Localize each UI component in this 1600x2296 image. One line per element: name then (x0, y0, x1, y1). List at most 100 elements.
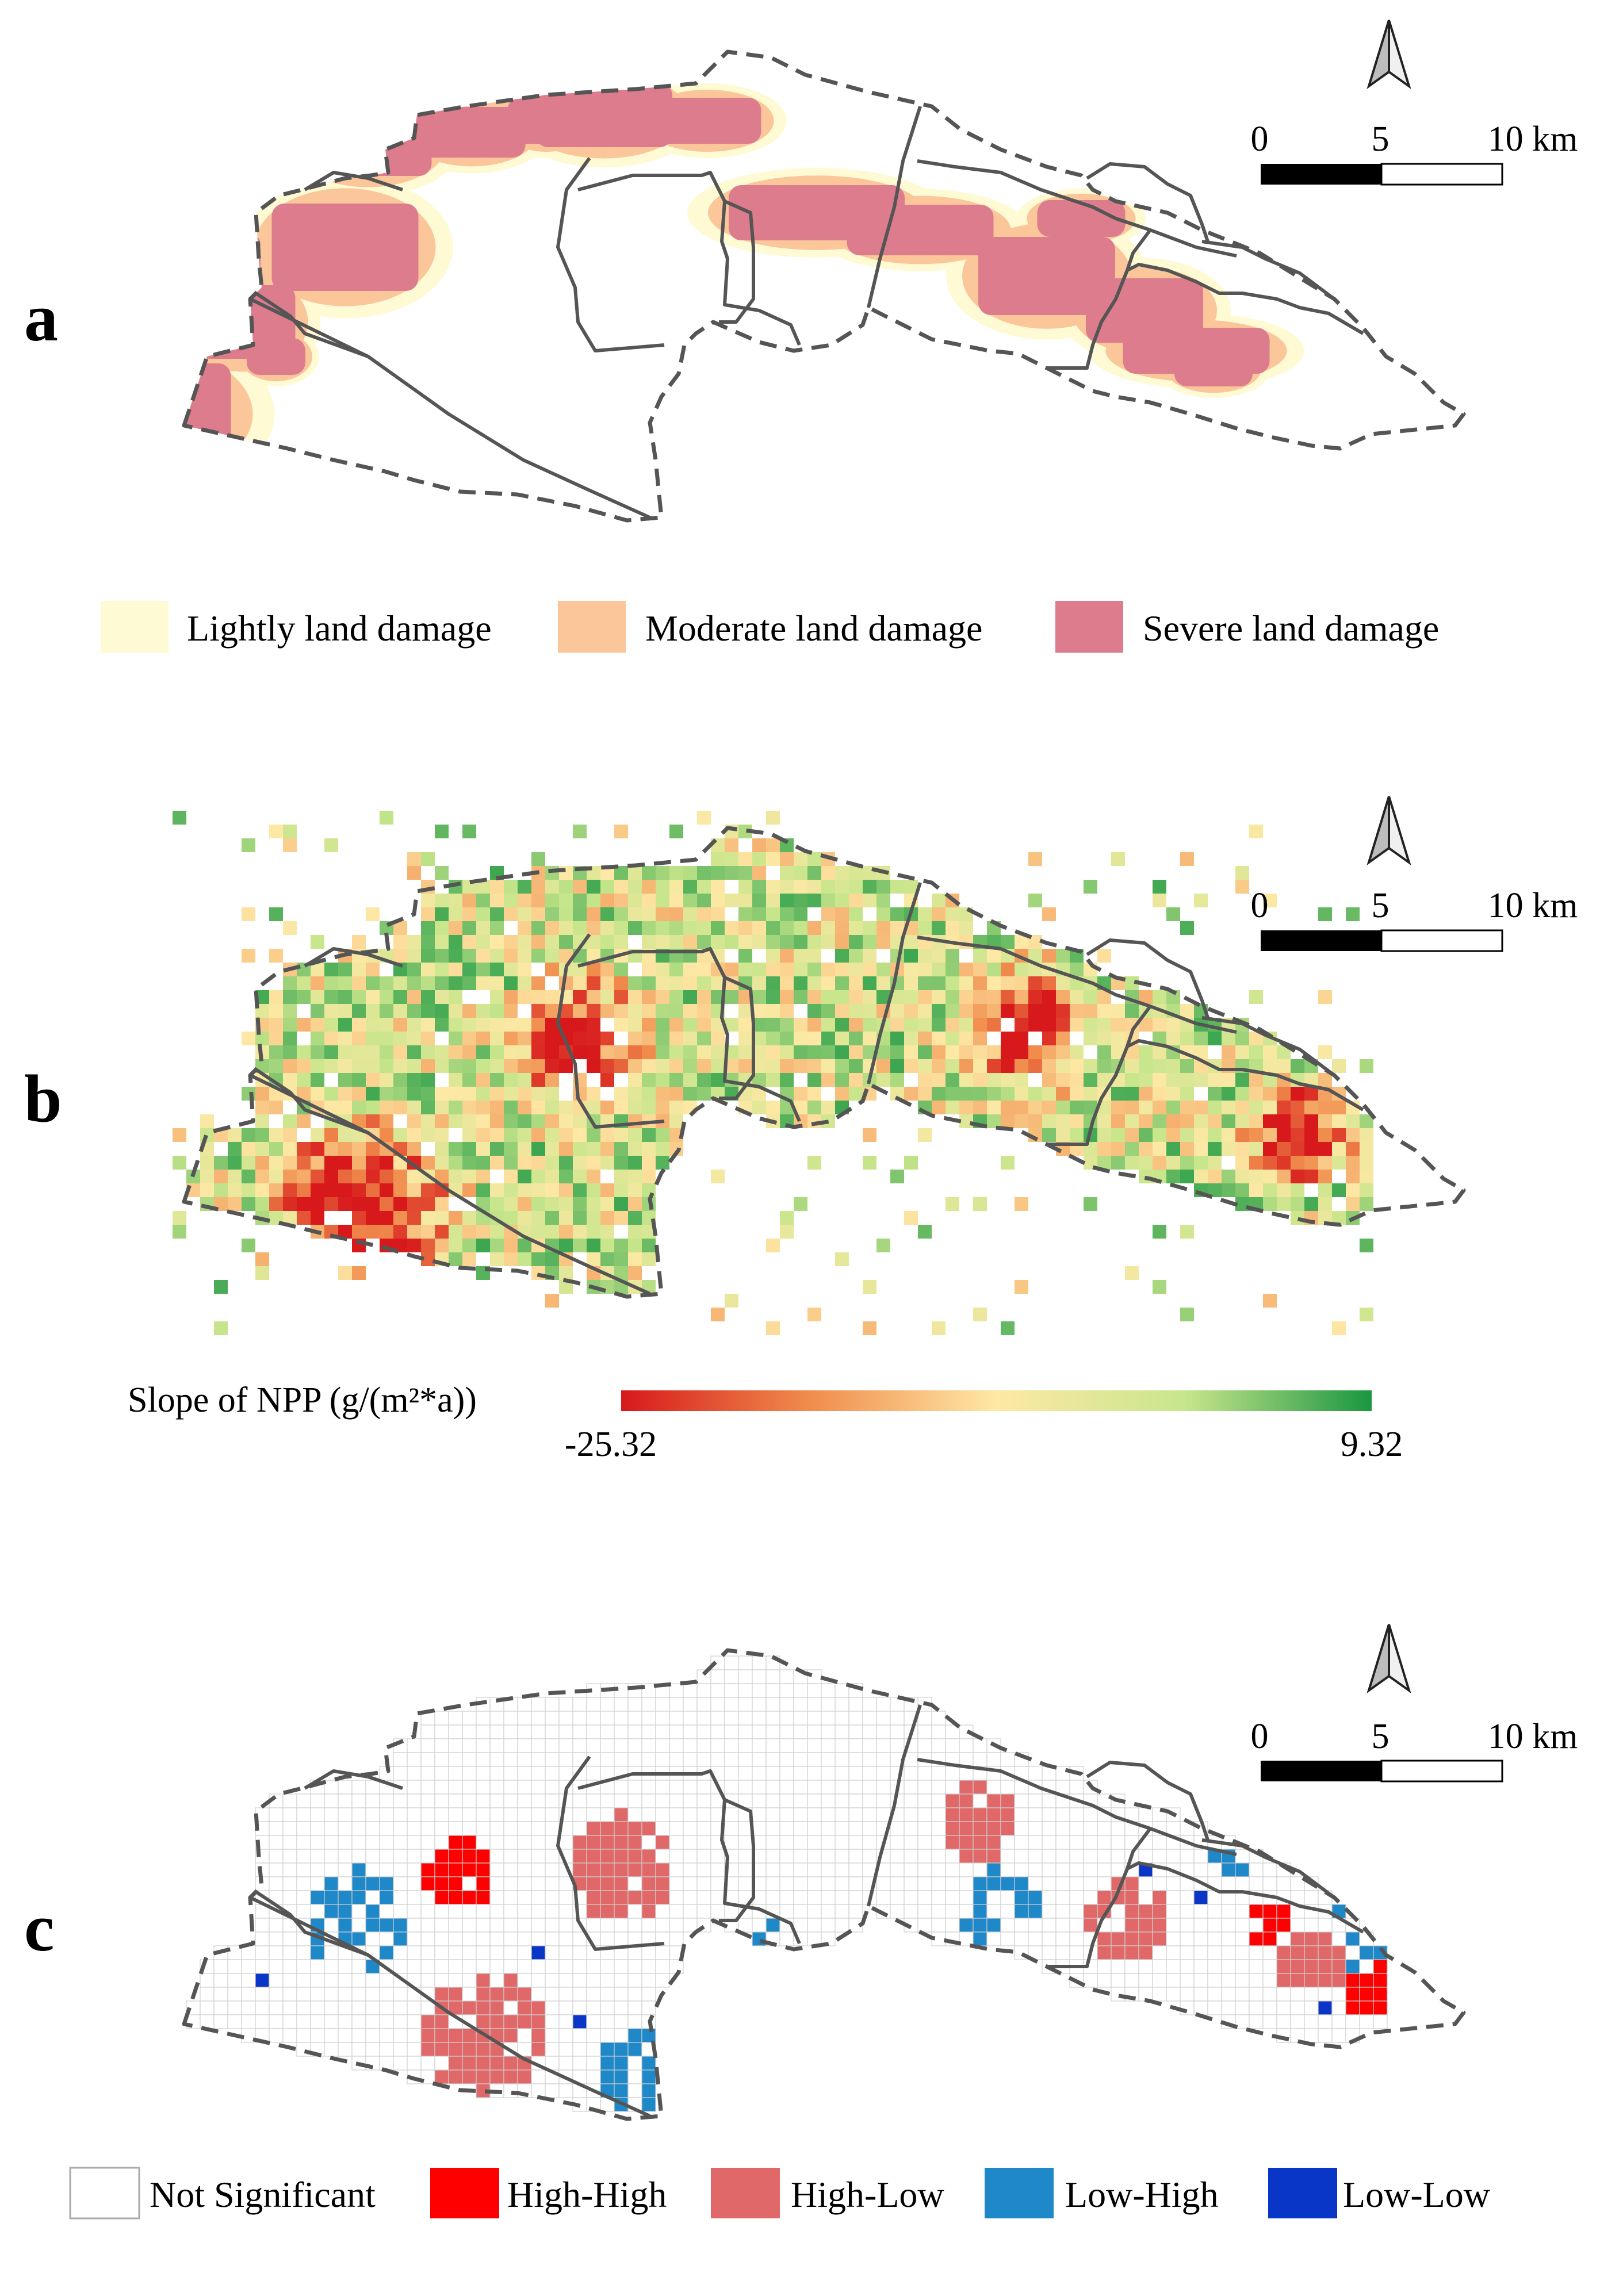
npp-cell (697, 1087, 711, 1101)
npp-cell (752, 894, 766, 907)
cell-not-significant (683, 1752, 698, 1767)
npp-cell (1208, 1128, 1222, 1142)
npp-cell (297, 990, 311, 1004)
cell-not-significant (641, 1973, 656, 1988)
npp-cell (366, 1004, 380, 1018)
cell-not-significant (793, 1849, 808, 1864)
cell-not-significant (848, 1849, 863, 1864)
npp-cell (435, 1156, 449, 1170)
npp-cell (490, 1239, 504, 1252)
cell-not-significant (641, 1945, 656, 1960)
cell-not-significant (710, 1724, 725, 1739)
cell-low-high (365, 1918, 380, 1933)
npp-cell (311, 1032, 324, 1045)
npp-cell (683, 1059, 697, 1073)
cell-not-significant (1069, 1918, 1084, 1933)
npp-cell (504, 1170, 518, 1183)
cell-not-significant (448, 1945, 463, 1960)
npp-cell (504, 1128, 518, 1142)
cell-not-significant (407, 1807, 422, 1822)
npp-cell (628, 1142, 642, 1156)
cell-low-high (1014, 1904, 1029, 1919)
npp-cell (683, 1018, 697, 1032)
npp-cell (600, 1156, 614, 1170)
cell-not-significant (835, 1904, 849, 1919)
cell-not-significant (821, 1793, 836, 1808)
cell-not-significant (600, 1752, 615, 1767)
cell-not-significant (876, 1793, 891, 1808)
npp-cell (462, 1252, 476, 1266)
cell-not-significant (696, 1835, 711, 1850)
cell-not-significant (517, 1931, 532, 1946)
npp-cell (421, 1239, 435, 1252)
cell-high-low (641, 1904, 656, 1919)
cell-not-significant (821, 1766, 836, 1781)
cell-not-significant (1166, 1959, 1181, 1974)
cell-not-significant (1331, 2000, 1346, 2015)
npp-cell (573, 976, 587, 990)
npp-cell (1153, 880, 1166, 894)
npp-cell (435, 935, 449, 949)
cell-not-significant (1111, 1987, 1126, 2002)
npp-cell (324, 1156, 338, 1170)
npp-cell (807, 949, 821, 963)
npp-cell (531, 1183, 545, 1197)
cell-not-significant (1000, 1918, 1015, 1933)
cell-not-significant (489, 1807, 504, 1822)
npp-cell (1360, 1170, 1373, 1183)
cell-not-significant (586, 1987, 601, 2002)
cell-not-significant (779, 1876, 794, 1891)
cell-not-significant (393, 1752, 408, 1767)
npp-colorbar: Slope of NPP (g/(m²*a)) -25.32 9.32 (128, 1381, 1403, 1464)
npp-cell (407, 1197, 421, 1211)
npp-cell (876, 880, 890, 894)
cell-not-significant (1235, 1959, 1250, 1974)
cell-not-significant (338, 2028, 353, 2043)
cell-high-low (973, 1849, 987, 1864)
cell-not-significant (986, 1890, 1001, 1905)
cell-not-significant (407, 1766, 422, 1781)
npp-cell (932, 1032, 946, 1045)
npp-cell (490, 894, 504, 907)
npp-cell (214, 1280, 228, 1294)
lisa-cluster-grid (186, 1655, 1388, 2112)
npp-cell (1235, 880, 1249, 894)
cell-not-significant (531, 1793, 546, 1808)
cell-not-significant (227, 1959, 242, 1974)
cell-not-significant (1290, 2000, 1305, 2015)
npp-cell (600, 921, 614, 935)
npp-cell (711, 852, 725, 866)
npp-cell (449, 1211, 462, 1225)
cell-not-significant (1000, 1752, 1015, 1767)
npp-cell (1263, 1101, 1277, 1114)
npp-cell (1153, 1018, 1166, 1032)
npp-cell (642, 1252, 656, 1266)
npp-cell (366, 1018, 380, 1032)
npp-cell (311, 1170, 324, 1183)
cell-not-significant (365, 2000, 380, 2015)
npp-cell (476, 1128, 490, 1142)
cell-high-low (517, 2069, 532, 2084)
npp-cell (1042, 1114, 1056, 1128)
npp-cell (614, 1142, 628, 1156)
npp-cell (1346, 1114, 1360, 1128)
npp-cell (794, 1018, 807, 1032)
cell-not-significant (1055, 1849, 1070, 1864)
npp-cell (683, 935, 697, 949)
cell-high-low (1000, 1793, 1015, 1808)
npp-cell (366, 1156, 380, 1170)
npp-cell (1111, 1004, 1125, 1018)
npp-cell (697, 921, 711, 935)
district-boundary (1086, 938, 1209, 1018)
cell-not-significant (434, 1724, 449, 1739)
cell-not-significant (835, 1793, 849, 1808)
cell-not-significant (1000, 1780, 1015, 1795)
npp-cell (835, 949, 849, 963)
cell-not-significant (724, 1697, 739, 1712)
npp-cell (725, 866, 738, 880)
npp-cell (1318, 1142, 1332, 1156)
cell-not-significant (572, 1959, 587, 1974)
npp-cell (352, 1045, 366, 1059)
cell-not-significant (738, 1780, 753, 1795)
npp-cell (946, 1004, 959, 1018)
